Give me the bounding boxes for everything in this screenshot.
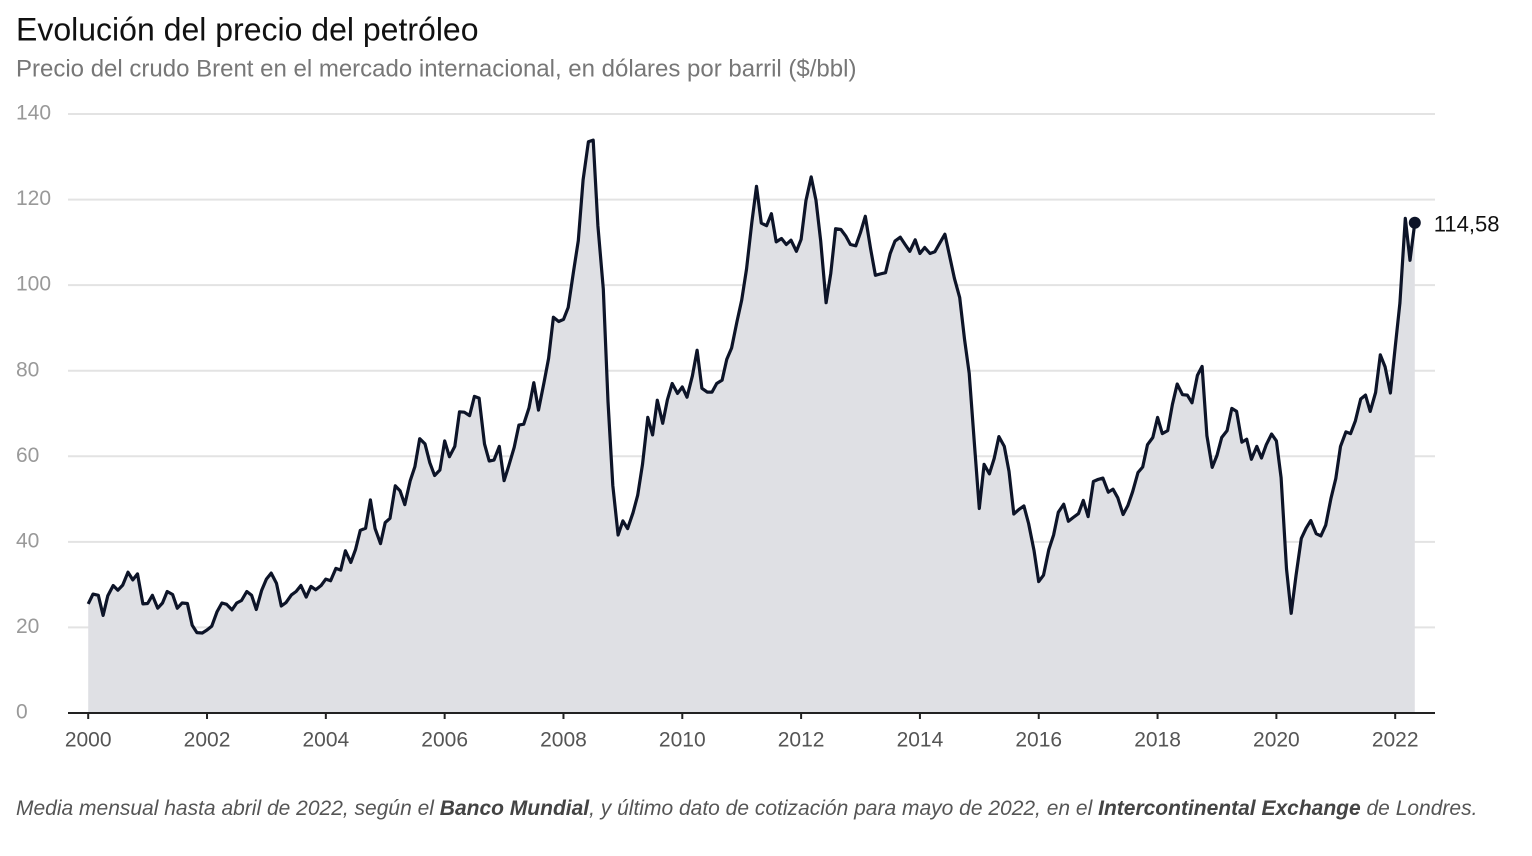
x-tick-label: 2020	[1253, 729, 1300, 752]
x-tick-label: 2000	[65, 729, 112, 752]
chart-subtitle: Precio del crudo Brent en el mercado int…	[16, 55, 856, 82]
line	[86, 138, 1417, 635]
last-value-label: 114,58	[1434, 212, 1500, 237]
y-tick-label: 140	[16, 102, 51, 125]
y-tick-label: 40	[16, 529, 39, 552]
area	[88, 140, 1415, 714]
footnote: Media mensual hasta abril de 2022, según…	[16, 794, 1521, 823]
y-tick-label: 20	[16, 615, 39, 638]
note-text: de Londres.	[1360, 797, 1478, 820]
x-tick-label: 2006	[421, 729, 468, 752]
y-tick-label: 120	[16, 187, 51, 210]
x-tick-label: 2012	[778, 729, 825, 752]
note-text: Media mensual hasta abril de 2022, según…	[16, 797, 440, 820]
y-tick-label: 100	[16, 273, 51, 296]
x-tick-label: 2010	[659, 729, 706, 752]
chart: Evolución del precio del petróleo Precio…	[16, 11, 1500, 752]
x-tick-label: 2016	[1015, 729, 1062, 752]
x-tick-label: 2004	[302, 729, 349, 752]
note-source: Intercontinental Exchange	[1098, 797, 1361, 820]
x-tick-label: 2022	[1372, 729, 1419, 752]
chart-title: Evolución del precio del petróleo	[16, 11, 479, 47]
note-text: , y último dato de cotización para mayo …	[589, 797, 1099, 820]
y-tick-label: 60	[16, 444, 39, 467]
note-source: Banco Mundial	[439, 797, 590, 820]
x-tick-label: 2014	[897, 729, 944, 752]
x-tick-label: 2008	[540, 729, 587, 752]
x-tick-label: 2018	[1134, 729, 1181, 752]
y-tick-label: 0	[16, 701, 28, 724]
y-tick-label: 80	[16, 358, 39, 381]
x-tick-label: 2002	[184, 729, 231, 752]
last-point	[1408, 216, 1421, 229]
